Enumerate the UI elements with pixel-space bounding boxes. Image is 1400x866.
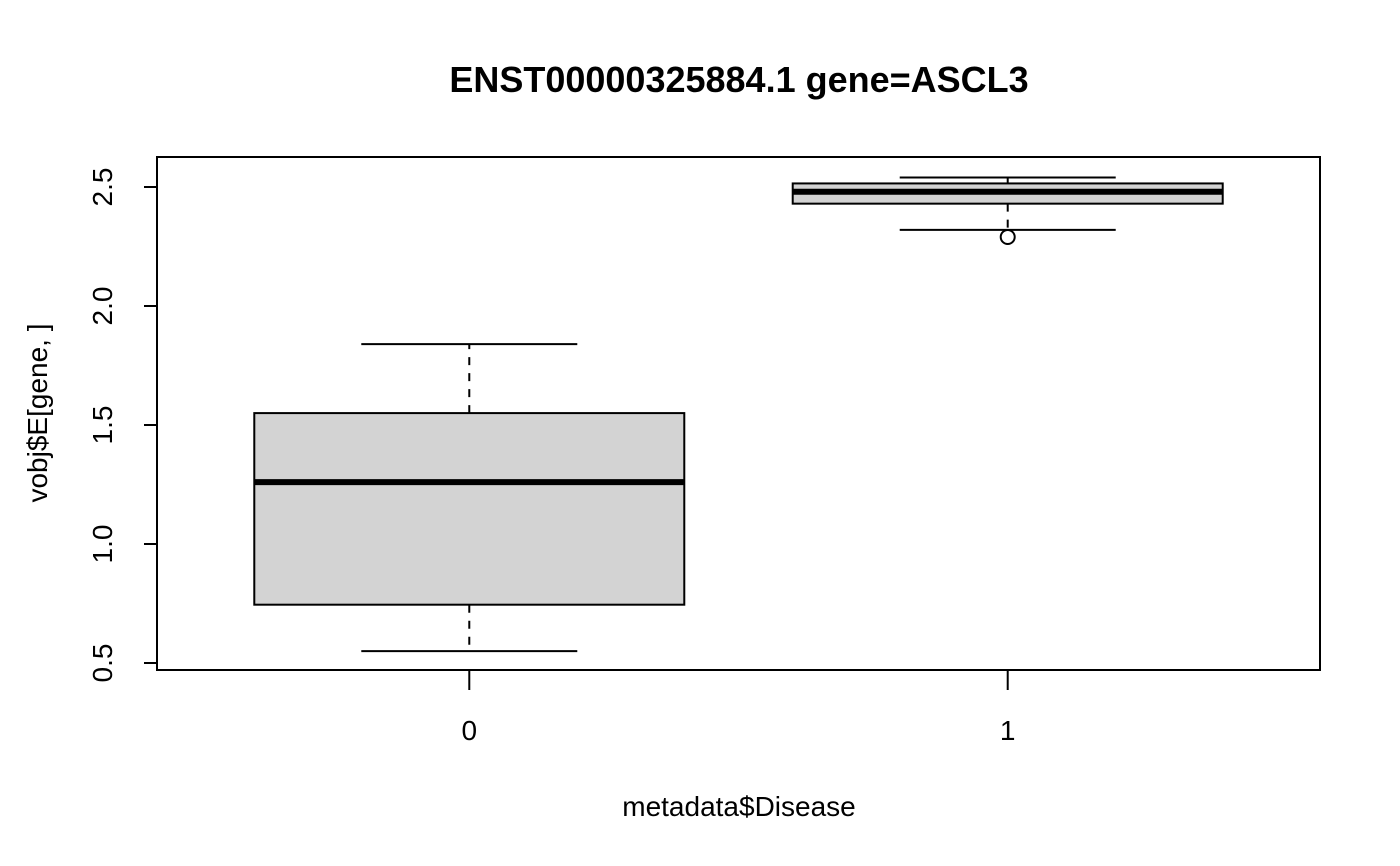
plot-area: 0.5 1.0 1.5 2.0 2.5 0 1	[87, 156, 1321, 746]
y-tick-label: 1.5	[87, 406, 118, 445]
outlier-point	[999, 228, 1016, 245]
x-axis-label: metadata$Disease	[622, 791, 855, 822]
plot-frame	[156, 156, 1321, 671]
chart-title: ENST00000325884.1 gene=ASCL3	[449, 59, 1028, 100]
y-tick-label: 1.0	[87, 525, 118, 564]
y-tick-label: 0.5	[87, 644, 118, 683]
x-tick-label: 1	[1000, 715, 1016, 746]
x-tick-label: 0	[461, 715, 477, 746]
y-tick-label: 2.5	[87, 168, 118, 207]
y-tick-label: 2.0	[87, 287, 118, 326]
y-axis-label: vobj$E[gene, ]	[22, 323, 53, 502]
box-iqr	[253, 412, 686, 606]
